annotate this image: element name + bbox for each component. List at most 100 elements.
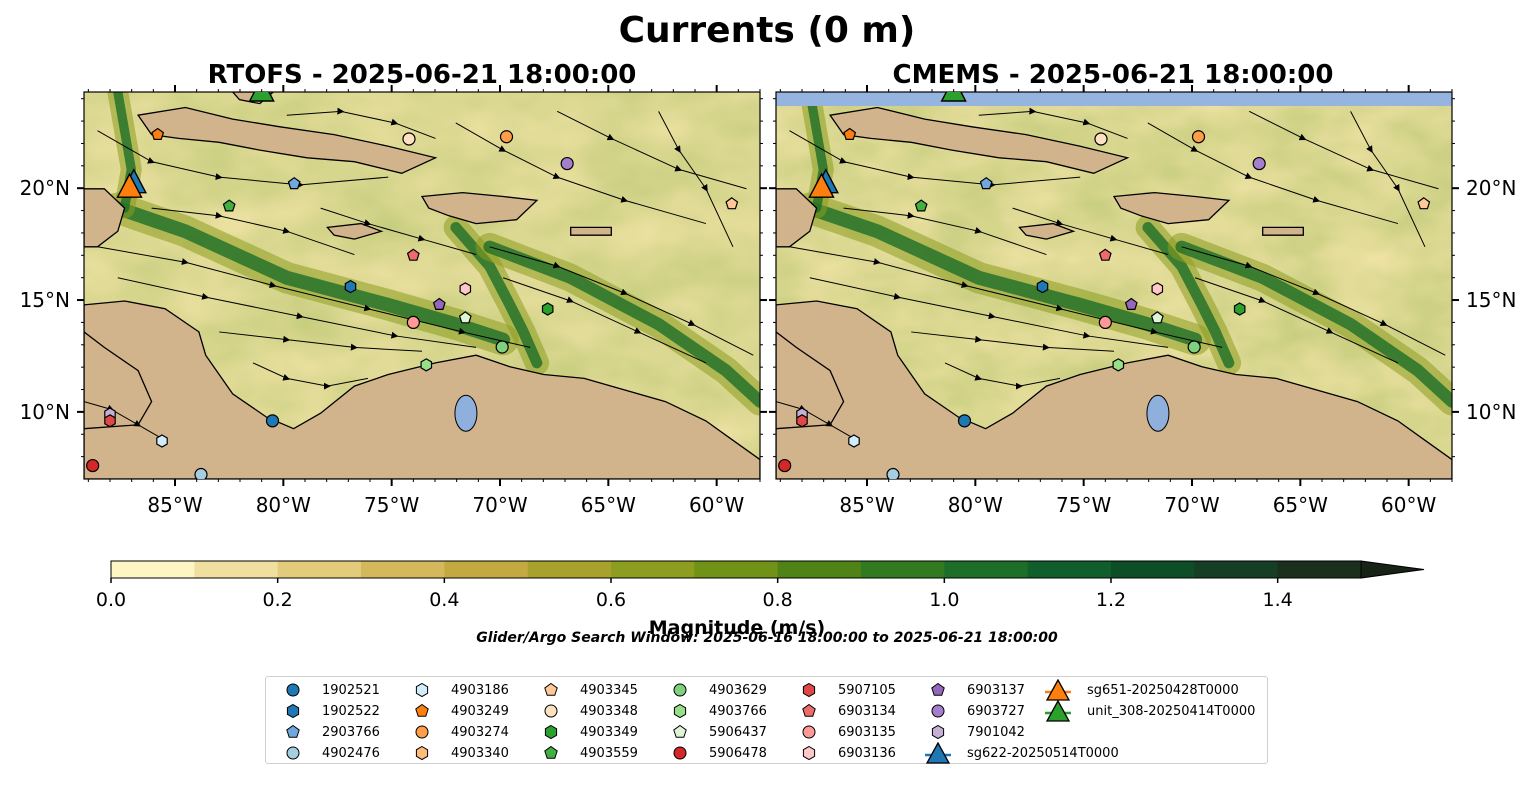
colorbar-bin bbox=[861, 561, 945, 578]
streamline bbox=[1012, 207, 1169, 256]
float-marker bbox=[541, 302, 554, 316]
float-marker bbox=[1112, 358, 1125, 372]
colorbar-tick-label: 0.8 bbox=[763, 589, 793, 611]
legend-item: 4903274 bbox=[407, 722, 509, 742]
legend-label: 6903137 bbox=[967, 682, 1025, 698]
float-legend-icon bbox=[415, 682, 429, 698]
colorbar-bin bbox=[1194, 561, 1279, 578]
float-legend-icon bbox=[802, 682, 816, 698]
legend-item: 6903137 bbox=[923, 680, 1025, 700]
land-mass bbox=[84, 331, 153, 430]
streamline bbox=[809, 277, 1169, 348]
colorbar-bin bbox=[777, 561, 862, 578]
colorbar-frame bbox=[110, 560, 1362, 579]
float-marker bbox=[1191, 130, 1206, 144]
land-mass bbox=[776, 300, 1452, 479]
streamline bbox=[776, 401, 858, 441]
legend-label: 5907105 bbox=[838, 682, 896, 698]
colorbar-bin bbox=[944, 561, 1029, 578]
colorbar-extend-arrow bbox=[1360, 560, 1425, 579]
lake-maracaibo bbox=[1146, 394, 1170, 432]
streamline bbox=[320, 207, 477, 256]
colorbar-tick-label: 0.0 bbox=[96, 589, 126, 611]
map-frame bbox=[83, 91, 761, 480]
float-marker bbox=[432, 297, 446, 310]
float-marker bbox=[778, 458, 792, 473]
legend-label: 4903629 bbox=[709, 682, 767, 698]
rtofs-panel: RTOFS - 2025-06-21 18:00:00 85°W 80°W 75°W… bbox=[20, 60, 767, 517]
streamline bbox=[911, 331, 1115, 352]
float-legend-icon bbox=[802, 745, 816, 761]
float-legend-icon bbox=[673, 683, 687, 697]
float-marker bbox=[402, 132, 416, 146]
glider-legend-icon bbox=[925, 742, 951, 764]
x-tick-label: 60°W bbox=[1381, 493, 1436, 517]
streamline bbox=[843, 207, 1047, 256]
legend-item: 6903135 bbox=[794, 722, 896, 742]
legend-label: sg651-20250428T0000 bbox=[1087, 682, 1239, 698]
float-marker bbox=[1252, 156, 1266, 171]
float-marker bbox=[459, 282, 472, 296]
legend-label: 4903249 bbox=[451, 703, 509, 719]
legend-label: sg622-20250514T0000 bbox=[967, 745, 1119, 761]
y-tick-label: 15°N bbox=[1466, 288, 1516, 312]
float-legend-icon bbox=[544, 724, 558, 740]
x-tick-label: 60°W bbox=[689, 493, 744, 517]
colorbar-tick-label: 0.4 bbox=[429, 589, 459, 611]
legend-label: 4903340 bbox=[451, 745, 509, 761]
x-tick-label: 80°W bbox=[948, 493, 1003, 517]
figure-title: Currents (0 m) bbox=[619, 10, 916, 51]
float-marker bbox=[265, 414, 280, 428]
streamline bbox=[944, 362, 1061, 390]
legend-label: 1902522 bbox=[322, 703, 380, 719]
map-area bbox=[776, 92, 1452, 479]
float-marker bbox=[1124, 297, 1138, 310]
float-legend-icon bbox=[802, 703, 816, 717]
streamline bbox=[252, 362, 369, 390]
legend-item: 4903766 bbox=[665, 701, 767, 721]
streamline bbox=[1194, 277, 1399, 364]
legend-item: 4903348 bbox=[536, 701, 638, 721]
float-marker bbox=[156, 434, 168, 448]
glider-legend-icon bbox=[1045, 679, 1071, 701]
legend-item: 1902521 bbox=[278, 680, 380, 700]
streamline bbox=[84, 401, 166, 441]
float-marker bbox=[86, 458, 100, 473]
x-tick-label: 70°W bbox=[472, 493, 527, 517]
legend-label: 4903559 bbox=[580, 745, 638, 761]
search-window-text: Glider/Argo Search Window: 2025-06-16 18… bbox=[476, 630, 1058, 646]
land-mass bbox=[1262, 226, 1304, 236]
colorbar-bin bbox=[1277, 561, 1362, 578]
float-legend-icon bbox=[286, 724, 300, 738]
float-marker bbox=[1187, 340, 1201, 354]
rtofs-title: RTOFS - 2025-06-21 18:00:00 bbox=[208, 60, 637, 90]
legend-item: 4903340 bbox=[407, 743, 509, 763]
streamline bbox=[1350, 111, 1426, 248]
y-tick-label: 10°N bbox=[1466, 400, 1516, 424]
legend-label: 6903136 bbox=[838, 745, 896, 761]
float-marker bbox=[1094, 132, 1108, 146]
legend-item: 4903349 bbox=[536, 722, 638, 742]
float-marker bbox=[420, 358, 433, 372]
float-marker bbox=[406, 248, 420, 261]
x-tick-label: 75°W bbox=[1056, 493, 1111, 517]
streamline bbox=[978, 107, 1128, 139]
streamline bbox=[219, 331, 423, 352]
float-legend-icon bbox=[415, 725, 429, 739]
colorbar-bin bbox=[527, 561, 612, 578]
y-tick-label: 20°N bbox=[20, 176, 70, 200]
legend-label: 1902521 bbox=[322, 682, 380, 698]
colorbar-bin bbox=[277, 561, 362, 578]
glider-marker bbox=[808, 172, 835, 198]
float-marker bbox=[495, 340, 509, 354]
float-legend-icon bbox=[415, 745, 429, 761]
streamline bbox=[1147, 122, 1399, 225]
float-marker bbox=[499, 130, 514, 144]
map-area bbox=[84, 92, 760, 479]
legend-label: 5906478 bbox=[709, 745, 767, 761]
legend-label: 2903766 bbox=[322, 724, 380, 740]
colorbar-bin bbox=[1111, 561, 1195, 578]
legend-item: 4903186 bbox=[407, 680, 509, 700]
cmems-title: CMEMS - 2025-06-21 18:00:00 bbox=[893, 60, 1334, 90]
